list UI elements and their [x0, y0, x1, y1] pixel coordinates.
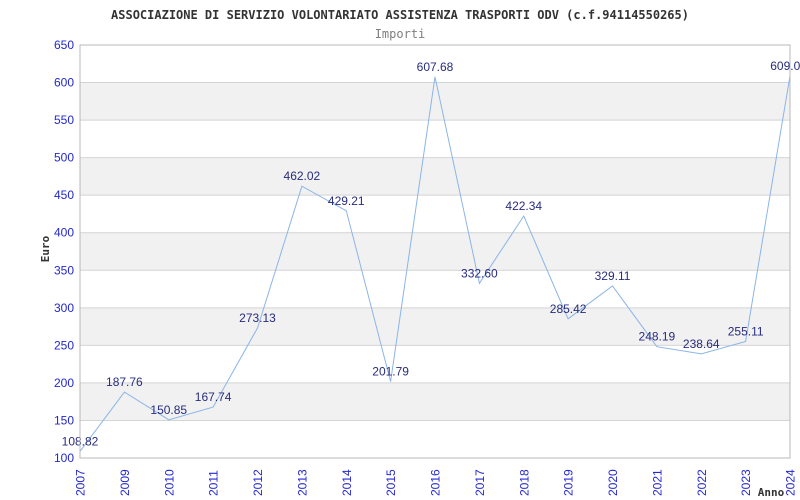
- y-tick-label: 550: [54, 113, 74, 127]
- data-point-label: 150.85: [150, 403, 187, 417]
- y-axis-ticks: 100 150 200 250 300 350 400 450 500 550 600 650: [54, 38, 74, 465]
- grid-band: [80, 307, 790, 346]
- y-tick-label: 200: [54, 376, 74, 390]
- data-point-labels: 108.82187.76150.85167.74273.13462.02429.…: [62, 59, 800, 449]
- y-tick-label: 500: [54, 151, 74, 165]
- y-tick-label: 300: [54, 301, 74, 315]
- x-tick-label: 2017: [473, 469, 487, 496]
- x-axis-title: Anno: [758, 486, 785, 499]
- data-point-label: 429.21: [328, 194, 365, 208]
- x-tick-label: 2024: [784, 469, 798, 496]
- data-point-label: 255.11: [728, 325, 764, 339]
- x-tick-label: 2023: [739, 469, 753, 496]
- data-line: [79, 75, 791, 452]
- y-axis-title: Euro: [39, 235, 52, 262]
- x-axis-ticks: 2007 2009 2010 2011 2012 2013 2014 2015 2016 2017…: [74, 469, 798, 496]
- x-tick-label: 2022: [695, 469, 709, 496]
- x-tick-label: 2019: [562, 469, 576, 496]
- plot-border: [79, 44, 791, 459]
- data-point-label: 167.74: [195, 390, 232, 404]
- x-tick-label: 2007: [74, 469, 88, 496]
- chart-title: ASSOCIAZIONE DI SERVIZIO VOLONTARIATO AS…: [111, 8, 689, 22]
- x-tick-label: 2009: [118, 469, 132, 496]
- y-tick-label: 650: [54, 38, 74, 52]
- data-point-label: 462.02: [284, 169, 321, 183]
- y-tick-label: 600: [54, 76, 74, 90]
- gridlines: [80, 82, 790, 421]
- chart-subtitle: Importi: [375, 27, 426, 41]
- x-tick-label: 2020: [606, 469, 620, 496]
- x-tick-label: 2016: [429, 469, 443, 496]
- data-point-label: 273.13: [239, 311, 276, 325]
- x-tick-label: 2021: [650, 469, 664, 496]
- data-point-label: 248.19: [639, 330, 676, 344]
- y-tick-label: 350: [54, 263, 74, 277]
- y-tick-label: 450: [54, 188, 74, 202]
- x-tick-label: 2013: [295, 469, 309, 496]
- data-point-label: 285.42: [550, 302, 587, 316]
- y-tick-label: 100: [54, 451, 74, 465]
- x-tick-label: 2014: [340, 469, 354, 496]
- x-tick-label: 2015: [384, 469, 398, 496]
- grid-band: [80, 232, 790, 271]
- grid-bands: [80, 82, 790, 421]
- data-point-label: 187.76: [106, 375, 143, 389]
- data-point-label: 607.68: [417, 60, 454, 74]
- y-tick-label: 150: [54, 413, 74, 427]
- data-point-label: 238.64: [683, 337, 720, 351]
- data-point-label: 329.11: [595, 269, 631, 283]
- y-tick-label: 400: [54, 226, 74, 240]
- x-tick-label: 2010: [162, 469, 176, 496]
- x-tick-label: 2018: [517, 469, 531, 496]
- x-tick-label: 2012: [251, 469, 265, 496]
- data-point-label: 422.34: [505, 199, 542, 213]
- x-tick-label: 2011: [207, 470, 221, 496]
- grid-band: [80, 157, 790, 196]
- grid-band: [80, 382, 790, 421]
- data-series: [79, 75, 791, 452]
- grid-band: [80, 82, 790, 121]
- data-point-label: 201.79: [372, 365, 409, 379]
- y-tick-label: 250: [54, 338, 74, 352]
- data-point-label: 609.0: [770, 59, 800, 73]
- data-point-label: 332.60: [461, 266, 498, 280]
